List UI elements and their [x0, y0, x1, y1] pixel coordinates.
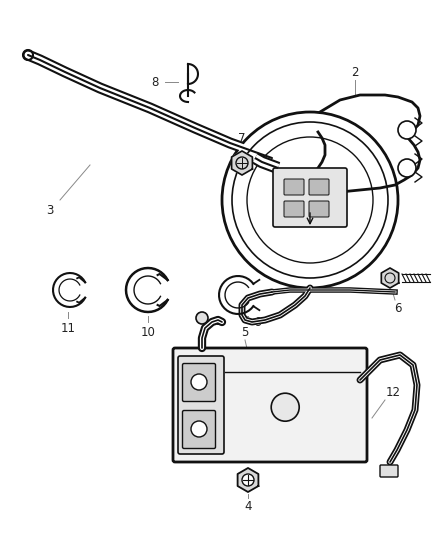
Polygon shape	[310, 95, 420, 192]
FancyBboxPatch shape	[380, 465, 398, 477]
FancyBboxPatch shape	[183, 410, 215, 448]
Circle shape	[398, 121, 416, 139]
Text: 3: 3	[46, 204, 54, 216]
Text: 12: 12	[385, 386, 400, 400]
Text: 5: 5	[241, 327, 249, 340]
Polygon shape	[381, 268, 399, 288]
FancyBboxPatch shape	[309, 201, 329, 217]
Circle shape	[196, 312, 208, 324]
Text: 8: 8	[151, 76, 159, 88]
Text: 7: 7	[238, 132, 246, 144]
Text: 9: 9	[254, 316, 262, 328]
Text: 6: 6	[394, 302, 402, 314]
Text: 4: 4	[244, 500, 252, 513]
FancyBboxPatch shape	[309, 179, 329, 195]
FancyBboxPatch shape	[284, 201, 304, 217]
FancyBboxPatch shape	[173, 348, 367, 462]
Circle shape	[242, 474, 254, 486]
Circle shape	[222, 112, 398, 288]
Polygon shape	[232, 151, 252, 175]
Text: 10: 10	[141, 326, 155, 338]
FancyBboxPatch shape	[273, 168, 347, 227]
FancyBboxPatch shape	[178, 356, 224, 454]
Circle shape	[398, 159, 416, 177]
Circle shape	[191, 421, 207, 437]
Text: 11: 11	[60, 321, 75, 335]
Polygon shape	[237, 468, 258, 492]
Text: 2: 2	[351, 67, 359, 79]
Text: 1: 1	[274, 126, 282, 140]
Circle shape	[191, 374, 207, 390]
Circle shape	[271, 393, 299, 421]
FancyBboxPatch shape	[284, 179, 304, 195]
FancyBboxPatch shape	[183, 364, 215, 401]
